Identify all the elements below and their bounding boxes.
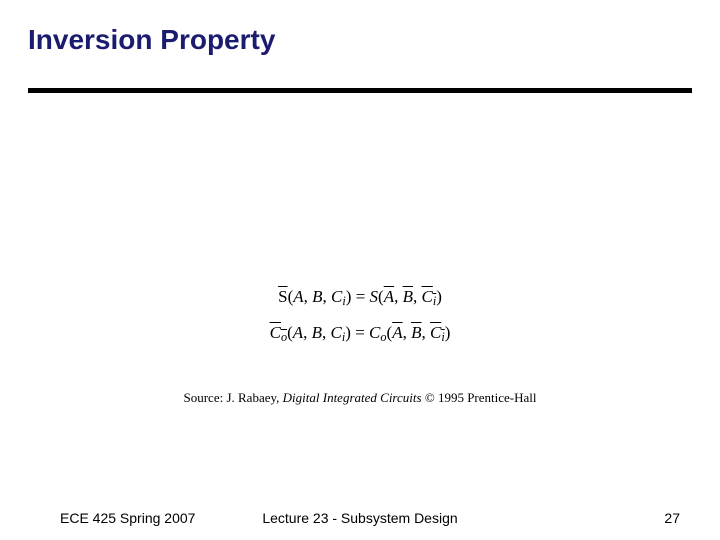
eq2-lhs-cobar: Co [270,323,287,342]
eq2-lhs-c: C [331,323,342,342]
eq1-rhs-abar: A [384,287,394,306]
source-title: Digital Integrated Circuits [283,390,422,405]
eq1-lhs-sbar: S [278,287,287,306]
source-prefix: Source: J. Rabaey, [183,390,282,405]
eq1-lhs-b: B [312,287,322,306]
eq2-eq: = [351,323,369,342]
slide-title: Inversion Property [28,24,275,56]
eq2-rhs-abar: A [392,323,402,342]
eq2-lhs-b: B [312,323,322,342]
equation-2: Co(A, B, Ci) = Co(A, B, Ci) [270,323,451,345]
eq1-rhs-close: ) [436,287,442,306]
footer-page-number: 27 [664,510,680,526]
slide: Inversion Property S(A, B, Ci) = S(A, B,… [0,0,720,540]
eq1-eq: = [351,287,369,306]
eq2-rhs-cbar: Ci [430,323,445,342]
source-suffix: © 1995 Prentice-Hall [422,390,537,405]
eq2-rhs-fn: C [369,323,380,342]
eq1-lhs-a: A [293,287,303,306]
eq1-rhs-fn: S [370,287,379,306]
eq2-rhs-sep2: , [421,323,430,342]
eq2-lhs-a: A [293,323,303,342]
eq1-rhs-cbar: Ci [421,287,436,306]
eq2-lhs-sep1: , [303,323,312,342]
eq1-lhs-sep1: , [304,287,313,306]
footer-center: Lecture 23 - Subsystem Design [0,510,720,526]
eq2-rhs-bbar: B [411,323,421,342]
eq1-rhs-sep1: , [394,287,403,306]
eq2-lhs-sep2: , [322,323,331,342]
eq1-lhs-c: C [331,287,342,306]
equations-block: S(A, B, Ci) = S(A, B, Ci) Co(A, B, Ci) =… [0,280,720,352]
equation-1: S(A, B, Ci) = S(A, B, Ci) [278,287,442,309]
source-citation: Source: J. Rabaey, Digital Integrated Ci… [0,390,720,406]
title-rule [28,88,692,93]
eq1-rhs-bbar: B [403,287,413,306]
eq2-rhs-close: ) [445,323,451,342]
eq1-lhs-sep2: , [323,287,332,306]
eq2-rhs-sep1: , [403,323,412,342]
